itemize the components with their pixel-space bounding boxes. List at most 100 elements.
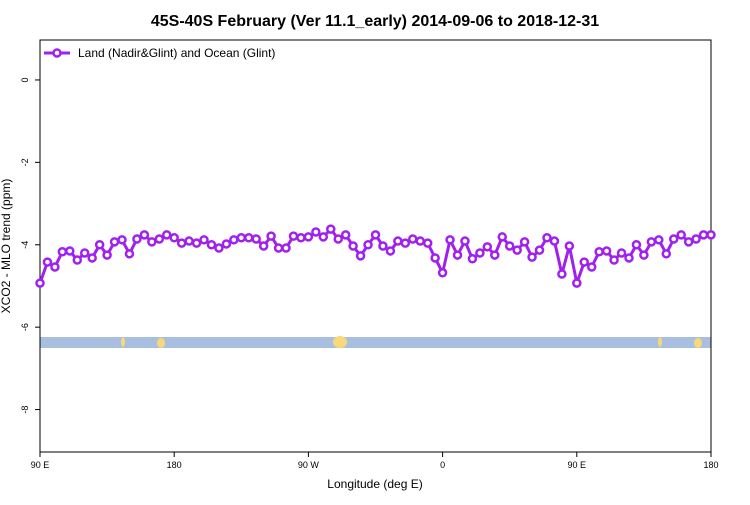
land-patch [333,336,347,348]
data-point [87,253,97,263]
data-point [340,230,351,240]
data-point [460,236,470,246]
data-point [318,232,329,242]
data-point [154,234,165,244]
data-point [206,240,217,250]
x-axis-label: Longitude (deg E) [327,477,422,491]
data-point [214,243,224,253]
data-point [139,230,150,240]
data-point [102,250,112,260]
x-tick-label: 90 E [568,460,587,470]
data-point [519,237,530,247]
data-point [348,241,358,251]
data-point [415,236,425,246]
data-point [184,236,194,246]
data-point [475,248,485,258]
data-point [534,245,545,255]
x-tick-label: 180 [703,460,718,470]
data-point [169,233,179,243]
data-point [676,230,686,240]
legend-label: Land (Nadir&Glint) and Ocean (Glint) [78,46,275,60]
data-point [706,230,716,240]
data-point [363,240,373,250]
data-point [609,255,619,265]
data-point [549,236,560,246]
data-point [161,230,172,240]
data-point [79,248,90,258]
data-point [378,241,388,251]
data-point [385,246,396,256]
x-tick-label: 0 [440,460,445,470]
data-point [445,235,455,245]
data-point [639,250,649,260]
data-point [229,235,239,245]
data-point [408,234,418,244]
data-point [296,233,306,243]
data-point [527,252,537,262]
data-point [370,230,381,240]
x-tick-label: 90 E [31,460,50,470]
data-point [281,243,291,253]
data-point [393,236,403,246]
data-point [199,235,209,245]
y-tick-label: -6 [20,323,30,331]
data-point [631,240,642,250]
land-patch [157,338,165,348]
data-point [266,231,276,241]
data-point [437,268,448,278]
data-point [601,246,612,256]
y-axis-label: XCO2 - MLO trend (ppm) [0,179,13,314]
y-tick-label: -2 [20,158,30,166]
land-patch [694,338,702,348]
data-point [624,253,634,263]
data-point [35,278,45,288]
data-point [147,237,157,247]
data-point [273,243,284,253]
data-point [504,241,515,251]
data-point [132,234,142,244]
data-point [72,255,83,265]
ocean-band [40,337,711,348]
data-point [288,231,299,241]
data-point [244,233,254,243]
data-point [355,251,366,261]
data-point [42,257,53,267]
data-point [452,250,463,260]
y-tick-label: 0 [20,77,30,82]
land-patch [121,337,125,347]
data-point [50,262,60,272]
legend-marker [52,48,62,58]
data-point [698,230,709,240]
data-point [221,239,232,249]
data-point [564,241,575,251]
data-point [326,224,336,234]
data-point [303,232,314,242]
land-strip [40,336,711,348]
data-point [579,257,590,267]
data-point [557,269,567,279]
data-point [236,233,247,243]
chart-title: 45S-40S February (Ver 11.1_early) 2014-0… [151,13,599,30]
y-tick-label: -4 [20,241,30,249]
data-point [333,234,343,244]
data-point [94,240,105,250]
data-point [482,242,493,252]
data-point [191,238,202,248]
data-point [572,278,582,288]
data-point [512,245,522,255]
data-point [117,235,127,245]
data-point [542,233,552,243]
data-point [661,249,672,259]
x-tick-label: 90 W [298,460,320,470]
data-point [65,246,75,256]
data-point [124,249,135,259]
data-point [668,234,679,244]
data-point [57,247,68,257]
data-point [586,262,597,272]
data-point [467,254,478,264]
data-point [646,237,657,247]
data-point [311,227,321,237]
data-point [251,234,261,244]
data-point [616,248,627,258]
